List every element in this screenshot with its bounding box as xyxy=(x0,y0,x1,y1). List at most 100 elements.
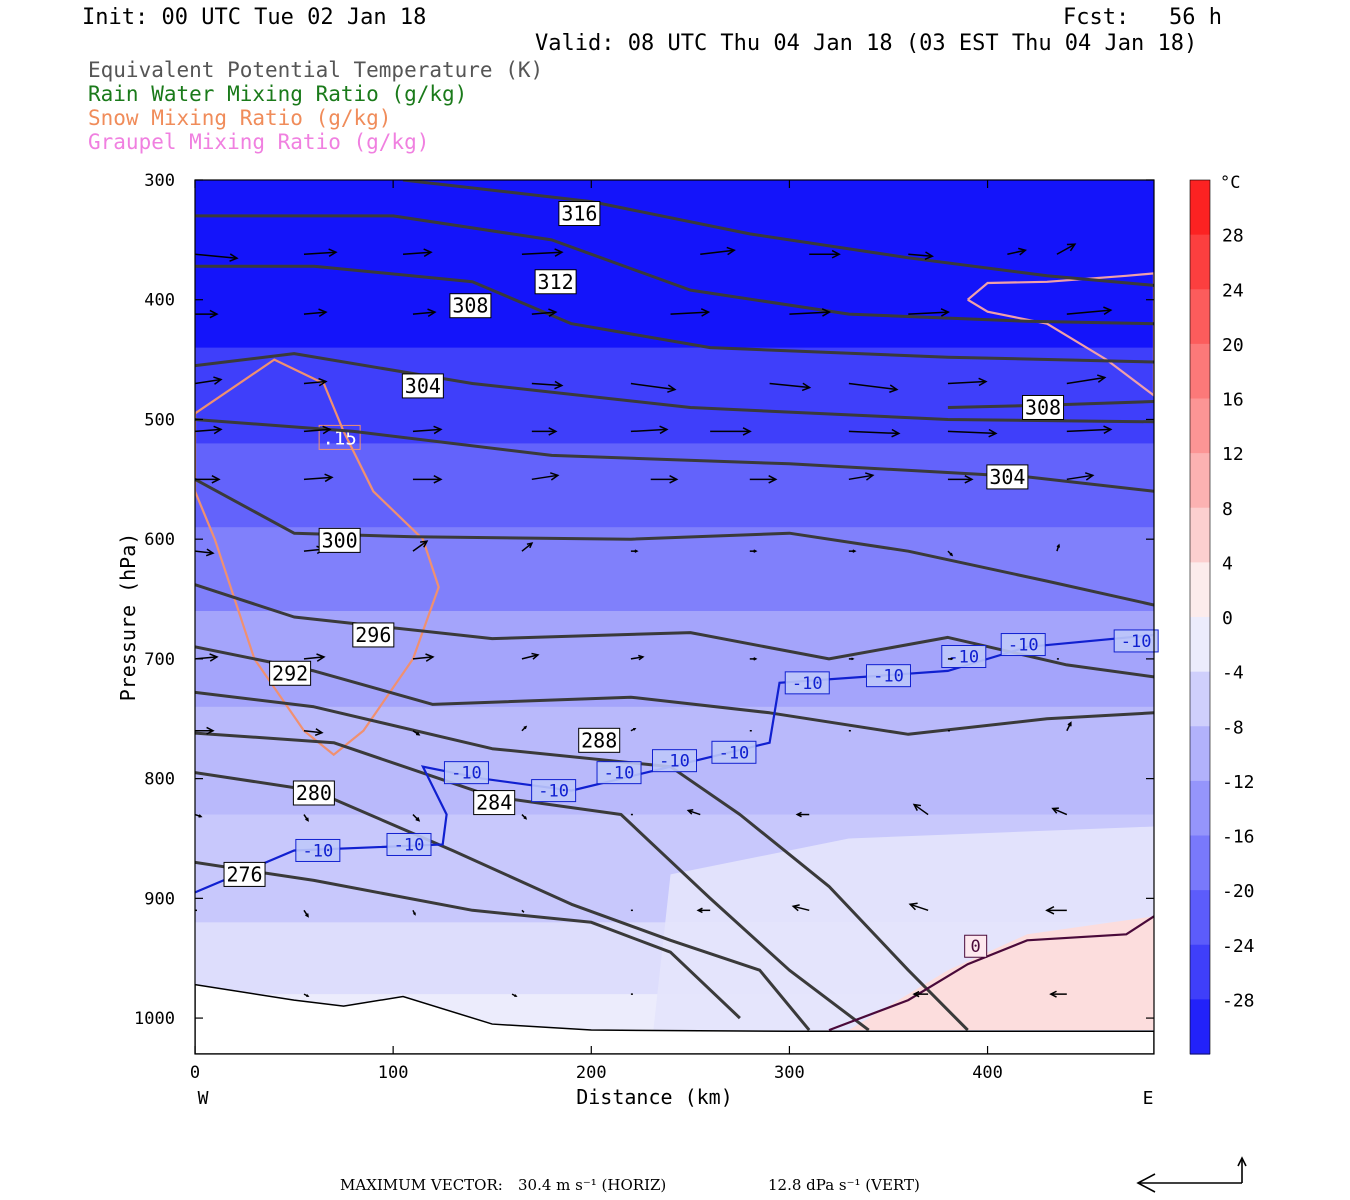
wind-vector-head xyxy=(550,472,560,481)
colorbar-swatch xyxy=(1190,289,1210,345)
theta-e-contour xyxy=(195,731,870,1032)
wind-vector-head xyxy=(924,251,934,260)
theta-e-contour xyxy=(195,214,1154,326)
wind-vector xyxy=(1066,309,1111,315)
theta-e-contour xyxy=(195,690,969,1032)
theta-e-label: 316 xyxy=(561,202,597,226)
wind-vector-head xyxy=(949,552,954,557)
valid-time-label: Valid: 08 UTC Thu 04 Jan 18 (03 EST Thu … xyxy=(535,31,1198,56)
wind-vector-head xyxy=(726,246,736,256)
isotherm-label-box xyxy=(596,761,642,785)
wind-vector-head xyxy=(413,912,416,916)
colorbar-frame xyxy=(1189,179,1211,1055)
wind-vector xyxy=(630,428,667,433)
wind-vector-head xyxy=(1051,807,1059,814)
x-tick-label: 300 xyxy=(774,1063,805,1083)
wind-vector xyxy=(303,428,331,433)
wind-vector-head xyxy=(423,248,433,258)
wind-vector-head xyxy=(324,473,334,483)
wind-vector-head xyxy=(821,308,832,317)
wind-vector-head xyxy=(531,652,540,660)
theta-e-contour xyxy=(195,477,1154,607)
theta-e-contour xyxy=(195,583,1154,679)
colorbar-swatch xyxy=(1190,617,1210,673)
theta-e-contour xyxy=(195,860,741,1020)
wind-vector-head xyxy=(1066,243,1077,252)
wind-vector-head xyxy=(211,475,221,484)
x-end-label-e: E xyxy=(1143,1088,1154,1109)
wind-vector-head xyxy=(686,809,694,815)
isotherm-label-box xyxy=(531,779,577,803)
isotherm-label: -10 xyxy=(394,835,425,855)
isotherm-zero-label-box xyxy=(964,934,988,958)
theta-e-label: 292 xyxy=(272,661,308,685)
wind-vector-head xyxy=(205,548,215,557)
theta-e-label: 312 xyxy=(538,270,574,294)
theta-e-label-box xyxy=(986,464,1029,490)
isotherm-label: -10 xyxy=(302,841,333,861)
wind-vector-head xyxy=(964,475,974,484)
legend-rain: Rain Water Mixing Ratio (g/kg) xyxy=(88,82,468,106)
wind-vector xyxy=(630,382,676,391)
wind-vector-head xyxy=(795,811,802,818)
theta-e-label-box xyxy=(292,780,335,806)
isotherm-label-box xyxy=(652,749,697,773)
wind-vector-head xyxy=(891,428,901,438)
wind-vector-head xyxy=(768,475,778,484)
theta-e-label-box xyxy=(318,527,361,553)
init-time-label: Init: 00 UTC Tue 02 Jan 18 xyxy=(82,5,427,30)
theta-e-label: 296 xyxy=(355,623,391,647)
isotherm-zero xyxy=(828,915,1154,1032)
wind-vector-head xyxy=(659,425,669,435)
temperature-band xyxy=(195,611,1154,708)
isotherm-label-box xyxy=(386,832,432,856)
theta-e-label: 304 xyxy=(989,465,1025,489)
isotherm-label-box xyxy=(1000,633,1046,657)
isotherm-label: -10 xyxy=(792,674,823,694)
wind-vector-head xyxy=(634,549,639,553)
wind-vector xyxy=(947,430,996,435)
wind-vector xyxy=(531,382,562,387)
isotherm-label: -10 xyxy=(659,752,690,772)
wind-vector-head xyxy=(554,380,564,390)
wind-vector-head xyxy=(742,427,752,436)
colorbar-tick-label: -20 xyxy=(1222,881,1255,902)
theta-e-label-box xyxy=(1022,394,1065,420)
colorbar-tick-label: -24 xyxy=(1222,936,1255,957)
colorbar-swatch xyxy=(1190,726,1210,782)
isotherm-label: -10 xyxy=(451,764,482,784)
wind-vector-head xyxy=(316,653,326,662)
wind-vector-head xyxy=(940,308,950,317)
wind-vector-head xyxy=(753,657,758,661)
max-vector-horiz: 30.4 m s⁻¹ (HORIZ) xyxy=(518,1176,667,1194)
theta-e-label: 288 xyxy=(581,728,617,752)
wind-vector xyxy=(769,382,810,389)
y-tick-label: 600 xyxy=(144,530,175,550)
wind-vector xyxy=(789,311,830,315)
warm-pocket xyxy=(848,916,1154,1031)
isotherm-label-box xyxy=(865,664,911,688)
wind-vector-head xyxy=(801,382,812,392)
wind-vector-head xyxy=(523,816,528,820)
plot-frame xyxy=(194,179,1155,1055)
wind-vector xyxy=(303,476,333,481)
isotherm-label: -10 xyxy=(873,667,904,687)
wind-vector xyxy=(412,311,436,315)
temperature-band xyxy=(195,239,1154,349)
wind-vector-head xyxy=(1045,906,1055,915)
wind-vector xyxy=(1066,428,1111,433)
wind-vector-head xyxy=(322,425,332,435)
wind-vector xyxy=(670,311,709,315)
colorbar-unit: °C xyxy=(1220,173,1240,193)
wind-vector-head xyxy=(696,907,703,914)
wind-vector-head xyxy=(1103,306,1113,315)
isotherm-label: -10 xyxy=(1008,636,1039,656)
wind-vector xyxy=(848,430,899,435)
wind-vector-head xyxy=(306,994,310,997)
wind-vector-head xyxy=(548,427,558,436)
wind-vector-head xyxy=(523,725,528,730)
wind-vector-head xyxy=(1084,472,1095,481)
isotherm-label-box xyxy=(711,740,757,764)
isotherm-label-box xyxy=(295,838,341,862)
wind-vector xyxy=(700,249,735,255)
